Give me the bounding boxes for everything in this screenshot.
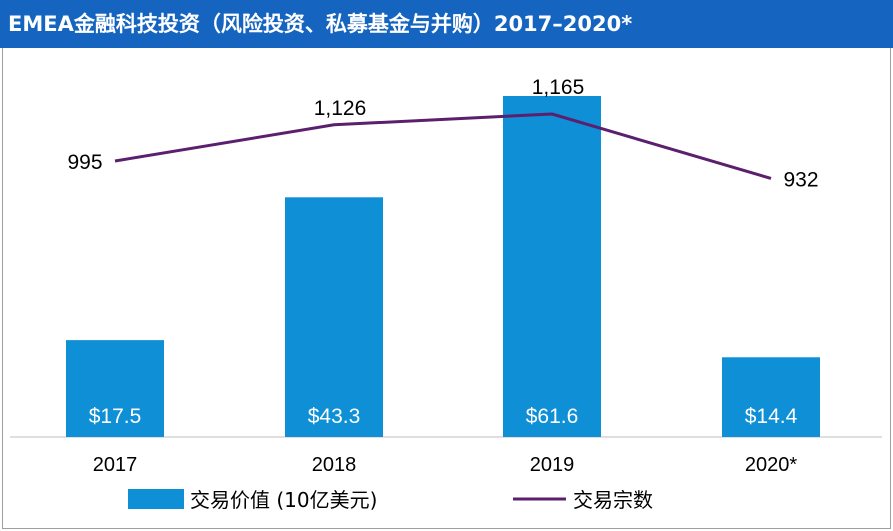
- line-value-label: 932: [783, 168, 818, 191]
- x-tick-label: 2020*: [745, 454, 797, 476]
- bar-value-label: $14.4: [745, 405, 798, 428]
- chart-title: EMEA金融科技投资（风险投资、私募基金与并购）2017–2020*: [0, 0, 893, 48]
- bar-value-label: $43.3: [308, 405, 361, 428]
- x-tick-label: 2018: [312, 454, 357, 476]
- bar-2017: [66, 340, 164, 437]
- x-tick-label: 2017: [93, 454, 138, 476]
- legend-bar-swatch: [128, 489, 184, 509]
- bar-2020: [722, 357, 820, 437]
- line-value-label: 995: [67, 151, 102, 174]
- bar-2019: [503, 96, 601, 437]
- line-value-label: 1,126: [314, 97, 367, 120]
- x-tick-label: 2019: [530, 454, 575, 476]
- legend-bar-label: 交易价值 (10亿美元): [190, 488, 377, 512]
- legend-line-label: 交易宗数: [573, 488, 653, 512]
- bar-2018: [285, 197, 383, 437]
- bar-value-label: $17.5: [89, 405, 142, 428]
- plot-area: [2, 48, 891, 529]
- bar-value-label: $61.6: [526, 405, 579, 428]
- line-value-label: 1,165: [532, 76, 585, 99]
- line-series-deal-count: [114, 112, 772, 180]
